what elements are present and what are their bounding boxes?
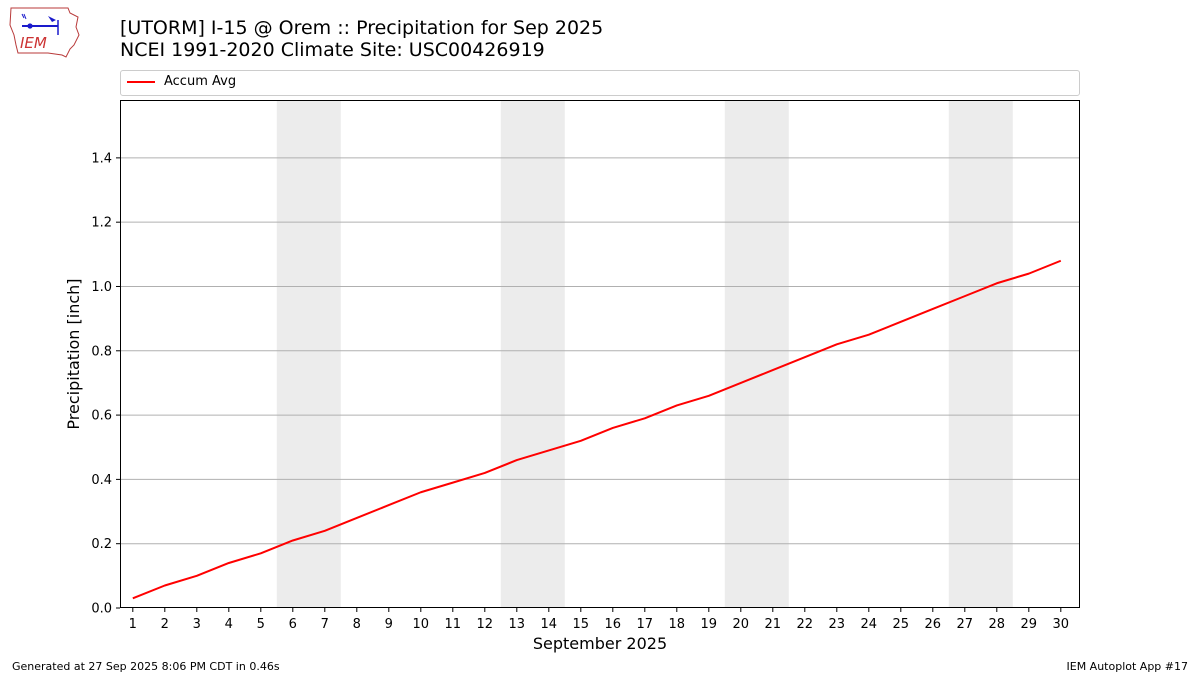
x-tick-label: 2 — [161, 617, 169, 632]
x-axis-label: September 2025 — [533, 634, 667, 653]
data-point — [196, 575, 198, 577]
x-tick-label: 21 — [765, 617, 782, 632]
x-tick-label: 6 — [289, 617, 297, 632]
y-tick-label: 0.6 — [91, 409, 112, 424]
y-tick-label: 0.0 — [91, 602, 112, 617]
data-point — [740, 382, 742, 384]
x-tick-label: 25 — [893, 617, 910, 632]
data-point — [1028, 273, 1030, 275]
data-point — [228, 562, 230, 564]
y-tick-label: 0.2 — [91, 537, 112, 552]
y-tick-label: 1.2 — [91, 216, 112, 231]
x-tick-label: 16 — [605, 617, 622, 632]
data-point — [580, 440, 582, 442]
x-tick-label: 15 — [573, 617, 590, 632]
data-point — [292, 539, 294, 541]
x-tick-label: 27 — [957, 617, 974, 632]
series-layer — [132, 259, 1062, 600]
x-tick-label: 23 — [829, 617, 846, 632]
data-point — [484, 472, 486, 474]
data-point — [420, 491, 422, 493]
gridlines — [120, 157, 1080, 545]
data-point — [516, 459, 518, 461]
x-tick-label: 13 — [509, 617, 526, 632]
plot-frame — [120, 100, 1080, 608]
data-point — [388, 504, 390, 506]
weekend-band-3 — [724, 100, 789, 608]
x-tick-label: 29 — [1021, 617, 1038, 632]
x-tick-label: 24 — [861, 617, 878, 632]
y-tick-label: 1.4 — [91, 151, 112, 166]
data-point — [900, 321, 902, 323]
data-point — [772, 369, 774, 371]
x-tick-label: 12 — [477, 617, 494, 632]
chart-subtitle: NCEI 1991-2020 Climate Site: USC00426919 — [120, 39, 545, 61]
data-point — [260, 552, 262, 554]
x-tick-label: 3 — [193, 617, 201, 632]
data-point — [1060, 260, 1062, 262]
footer-generated: Generated at 27 Sep 2025 8:06 PM CDT in … — [12, 660, 280, 673]
legend-swatch-accum-avg — [127, 81, 155, 83]
x-tick-label: 7 — [321, 617, 329, 632]
x-tick-label: 11 — [445, 617, 462, 632]
x-tick-label: 17 — [637, 617, 654, 632]
x-tick-label: 22 — [797, 617, 814, 632]
data-point — [164, 584, 166, 586]
x-tick-label: 5 — [257, 617, 265, 632]
y-tick-label: 1.0 — [91, 280, 112, 295]
x-tick-label: 19 — [701, 617, 718, 632]
data-point — [548, 449, 550, 451]
x-tick-label: 9 — [385, 617, 393, 632]
legend: Accum Avg — [120, 70, 1080, 96]
weekend-bands — [276, 100, 1013, 608]
series-line-accum-avg — [132, 259, 1062, 600]
x-tick-label: 26 — [925, 617, 942, 632]
data-point — [132, 597, 134, 599]
x-tick-label: 8 — [353, 617, 361, 632]
data-point — [836, 343, 838, 345]
iem-logo: IEM — [9, 7, 80, 58]
x-tick-label: 10 — [413, 617, 430, 632]
weekend-band-1 — [276, 100, 341, 608]
x-tick-label: 18 — [669, 617, 686, 632]
y-tick-label: 0.8 — [91, 344, 112, 359]
data-point — [676, 404, 678, 406]
legend-label-accum-avg: Accum Avg — [164, 74, 237, 89]
footer-app: IEM Autoplot App #17 — [1066, 660, 1189, 673]
tick-marks: 0.00.20.40.60.81.01.21.41 2 3 4 5 6 7 8 9 10 11 12 1… — [91, 151, 1069, 632]
data-point — [996, 282, 998, 284]
weekend-band-4 — [948, 100, 1013, 608]
data-point — [612, 427, 614, 429]
data-point — [644, 417, 646, 419]
data-point — [708, 395, 710, 397]
data-point — [324, 530, 326, 532]
weekend-band-2 — [500, 100, 565, 608]
logo-text: IEM — [20, 34, 47, 52]
chart-title: [UTORM] I-15 @ Orem :: Precipitation for… — [120, 17, 604, 39]
data-point — [452, 482, 454, 484]
x-tick-label: 4 — [225, 617, 233, 632]
data-point — [964, 295, 966, 297]
x-tick-label: 28 — [989, 617, 1006, 632]
x-tick-label: 1 — [129, 617, 137, 632]
x-tick-label: 14 — [541, 617, 558, 632]
x-tick-label: 20 — [733, 617, 750, 632]
y-axis-label: Precipitation [inch] — [64, 278, 83, 429]
data-point — [932, 308, 934, 310]
data-point — [868, 334, 870, 336]
data-point — [804, 356, 806, 358]
y-tick-label: 0.4 — [91, 473, 112, 488]
x-tick-label: 30 — [1053, 617, 1070, 632]
data-point — [356, 517, 358, 519]
